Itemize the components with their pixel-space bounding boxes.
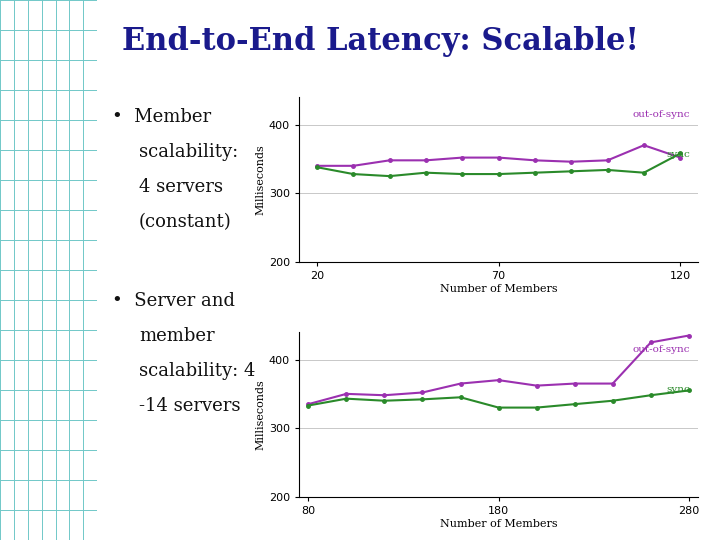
Y-axis label: Milliseconds: Milliseconds [256,379,266,450]
X-axis label: Number of Members: Number of Members [440,518,557,529]
Text: out-of-sync: out-of-sync [633,110,690,119]
Text: •  Server and: • Server and [112,292,235,309]
X-axis label: Number of Members: Number of Members [440,284,557,294]
Text: End-to-End Latency: Scalable!: End-to-End Latency: Scalable! [122,26,639,57]
Text: •  Member: • Member [112,108,211,126]
Text: out-of-sync: out-of-sync [633,345,690,354]
Text: sync: sync [667,150,690,159]
Text: scalability:: scalability: [139,143,238,161]
Text: scalability: 4: scalability: 4 [139,362,256,380]
Text: member: member [139,327,215,345]
Text: (constant): (constant) [139,213,232,231]
Text: 4 servers: 4 servers [139,178,223,196]
Text: sync: sync [667,385,690,394]
Text: -14 servers: -14 servers [139,397,240,415]
Y-axis label: Milliseconds: Milliseconds [256,144,266,215]
